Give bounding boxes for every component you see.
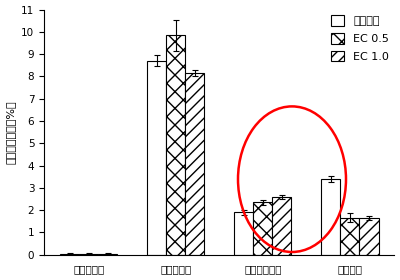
Y-axis label: 植物体中濃度（%）: 植物体中濃度（%）	[6, 100, 16, 164]
Bar	[98, 254, 118, 255]
Bar	[60, 254, 79, 255]
Bar	[340, 218, 359, 255]
Bar	[79, 254, 98, 255]
Bar	[359, 218, 378, 255]
Bar	[166, 35, 185, 255]
Bar	[234, 212, 253, 255]
Bar	[147, 61, 166, 255]
Legend: 海水なし, EC 0.5, EC 1.0: 海水なし, EC 0.5, EC 1.0	[326, 11, 393, 66]
Bar	[272, 197, 292, 255]
Bar	[321, 179, 340, 255]
Bar	[253, 202, 272, 255]
Bar	[185, 73, 204, 255]
